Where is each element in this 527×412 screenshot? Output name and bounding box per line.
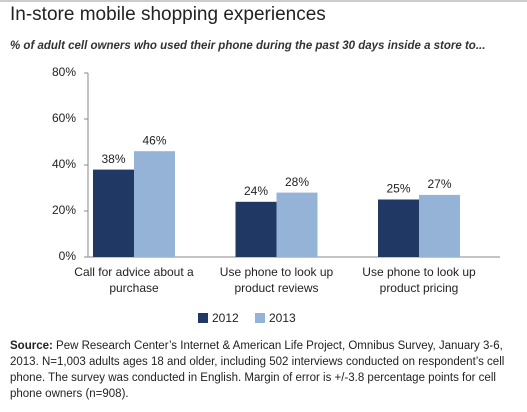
- bar: [235, 201, 277, 257]
- value-label: 38%: [101, 152, 125, 166]
- legend-label: 2012: [212, 311, 239, 325]
- value-label: 25%: [386, 182, 410, 196]
- source-note: Source: Pew Research Center’s Internet &…: [10, 338, 515, 402]
- x-tick-label: Use phone to look up product reviews: [219, 265, 334, 295]
- x-tick-label: Use phone to look up product pricing: [362, 265, 476, 295]
- legend-label: 2013: [269, 311, 296, 325]
- x-tick-label: Call for advice about a purchase: [74, 265, 194, 295]
- bar: [276, 192, 318, 257]
- y-tick-label: 20%: [52, 203, 76, 217]
- legend-swatch: [198, 313, 208, 323]
- chart-title: In-store mobile shopping experiences: [10, 4, 326, 25]
- bar: [419, 194, 460, 257]
- legend-swatch: [255, 313, 265, 323]
- y-tick-label: 60%: [52, 111, 76, 125]
- y-tick-label: 80%: [52, 65, 76, 79]
- value-label: 28%: [285, 175, 309, 189]
- chart-subtitle: % of adult cell owners who used their ph…: [10, 40, 486, 52]
- value-label: 24%: [244, 184, 268, 198]
- y-tick-label: 40%: [52, 157, 76, 171]
- source-label: Source:: [10, 340, 53, 352]
- bar: [134, 151, 175, 257]
- value-label: 27%: [427, 177, 451, 191]
- bar: [378, 199, 419, 257]
- value-label: 46%: [142, 133, 166, 147]
- y-tick-label: 0%: [59, 249, 77, 263]
- source-text: Pew Research Center’s Internet & America…: [10, 340, 505, 400]
- bar: [93, 169, 134, 257]
